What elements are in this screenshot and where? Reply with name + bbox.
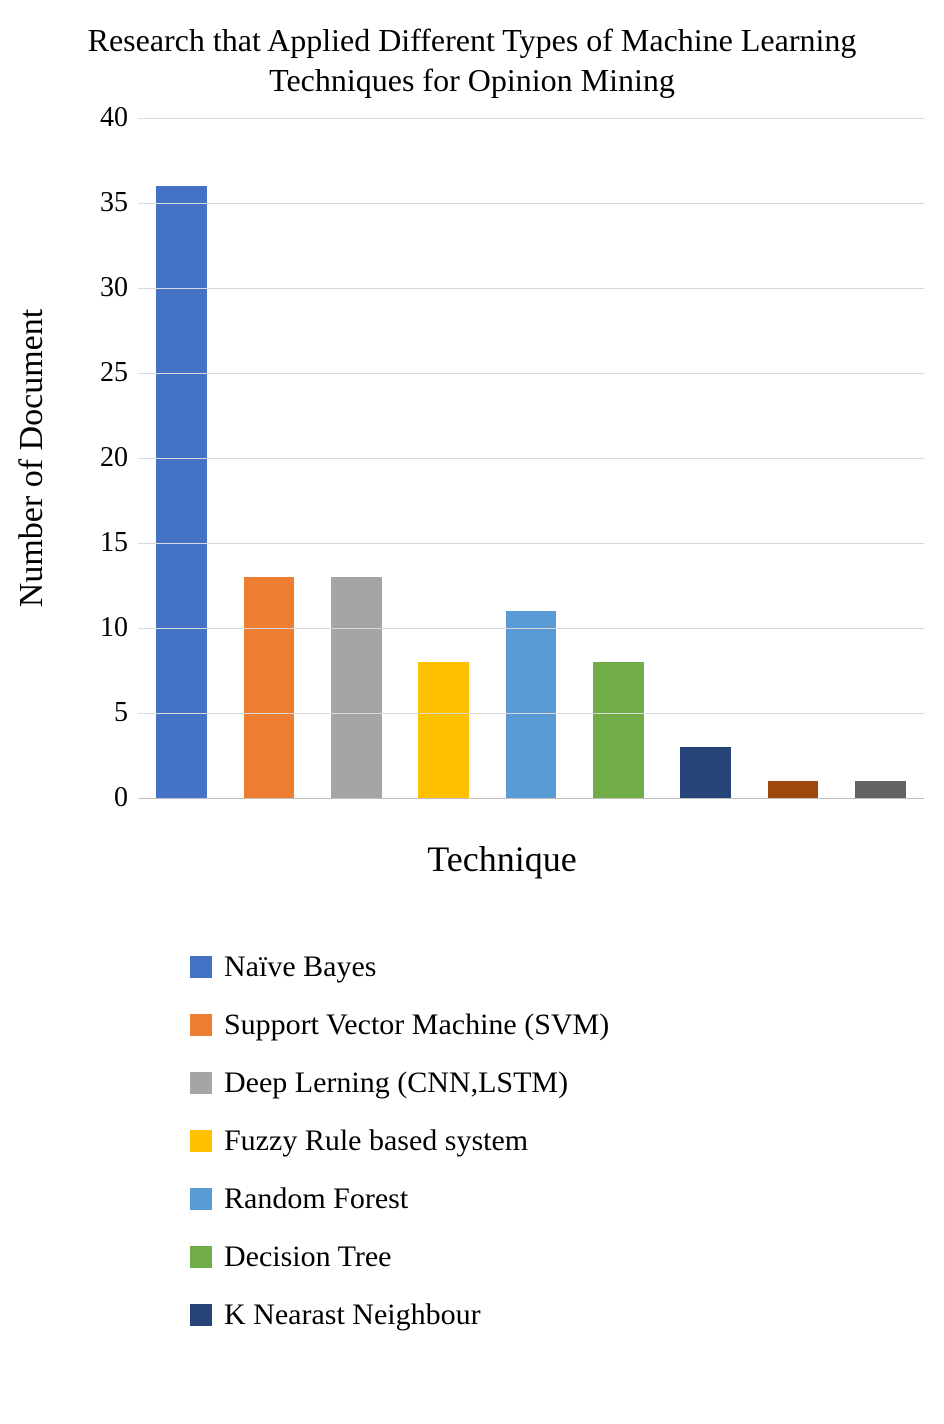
plot-area: 0510152025303540 bbox=[138, 118, 924, 798]
legend-label: Random Forest bbox=[224, 1182, 408, 1216]
gridline bbox=[138, 288, 924, 289]
legend-label: Deep Lerning (CNN,LSTM) bbox=[224, 1066, 568, 1100]
y-tick-label: 15 bbox=[100, 527, 128, 559]
y-tick-label: 30 bbox=[100, 272, 128, 304]
legend-item: Naïve Bayes bbox=[190, 950, 924, 984]
gridline bbox=[138, 203, 924, 204]
y-tick-label: 10 bbox=[100, 612, 128, 644]
bar bbox=[418, 662, 469, 798]
y-tick-label: 25 bbox=[100, 357, 128, 389]
plot-wrap: Number of Document 0510152025303540 bbox=[80, 118, 924, 798]
bar bbox=[768, 781, 819, 798]
bar bbox=[593, 662, 644, 798]
y-tick-label: 35 bbox=[100, 187, 128, 219]
legend-swatch bbox=[190, 956, 212, 978]
legend-label: Decision Tree bbox=[224, 1240, 392, 1274]
y-axis-label: Number of Document bbox=[13, 309, 51, 607]
legend-label: Support Vector Machine (SVM) bbox=[224, 1008, 609, 1042]
chart-title: Research that Applied Different Types of… bbox=[42, 20, 902, 100]
legend-swatch bbox=[190, 1188, 212, 1210]
legend-item: Random Forest bbox=[190, 1182, 924, 1216]
gridline bbox=[138, 628, 924, 629]
legend-item: Fuzzy Rule based system bbox=[190, 1124, 924, 1158]
legend-item: K Nearast Neighbour bbox=[190, 1298, 924, 1332]
legend-label: Naïve Bayes bbox=[224, 950, 376, 984]
bar bbox=[331, 577, 382, 798]
gridline bbox=[138, 798, 924, 799]
gridline bbox=[138, 458, 924, 459]
legend-swatch bbox=[190, 1130, 212, 1152]
legend-label: K Nearast Neighbour bbox=[224, 1298, 481, 1332]
gridline bbox=[138, 373, 924, 374]
legend-swatch bbox=[190, 1072, 212, 1094]
gridline bbox=[138, 118, 924, 119]
legend-swatch bbox=[190, 1014, 212, 1036]
legend: Naïve Bayes Support Vector Machine (SVM) D… bbox=[190, 950, 924, 1332]
legend-swatch bbox=[190, 1246, 212, 1268]
y-tick-label: 5 bbox=[114, 697, 128, 729]
gridline bbox=[138, 543, 924, 544]
bar bbox=[244, 577, 295, 798]
y-tick-label: 40 bbox=[100, 102, 128, 134]
legend-label: Fuzzy Rule based system bbox=[224, 1124, 528, 1158]
bar bbox=[680, 747, 731, 798]
legend-swatch bbox=[190, 1304, 212, 1326]
bar bbox=[156, 186, 207, 798]
gridline bbox=[138, 713, 924, 714]
chart-container: Research that Applied Different Types of… bbox=[0, 0, 944, 1332]
legend-item: Support Vector Machine (SVM) bbox=[190, 1008, 924, 1042]
bar bbox=[506, 611, 557, 798]
legend-item: Deep Lerning (CNN,LSTM) bbox=[190, 1066, 924, 1100]
bar bbox=[855, 781, 906, 798]
x-axis-label: Technique bbox=[80, 838, 924, 880]
y-tick-label: 20 bbox=[100, 442, 128, 474]
legend-item: Decision Tree bbox=[190, 1240, 924, 1274]
y-tick-label: 0 bbox=[114, 782, 128, 814]
